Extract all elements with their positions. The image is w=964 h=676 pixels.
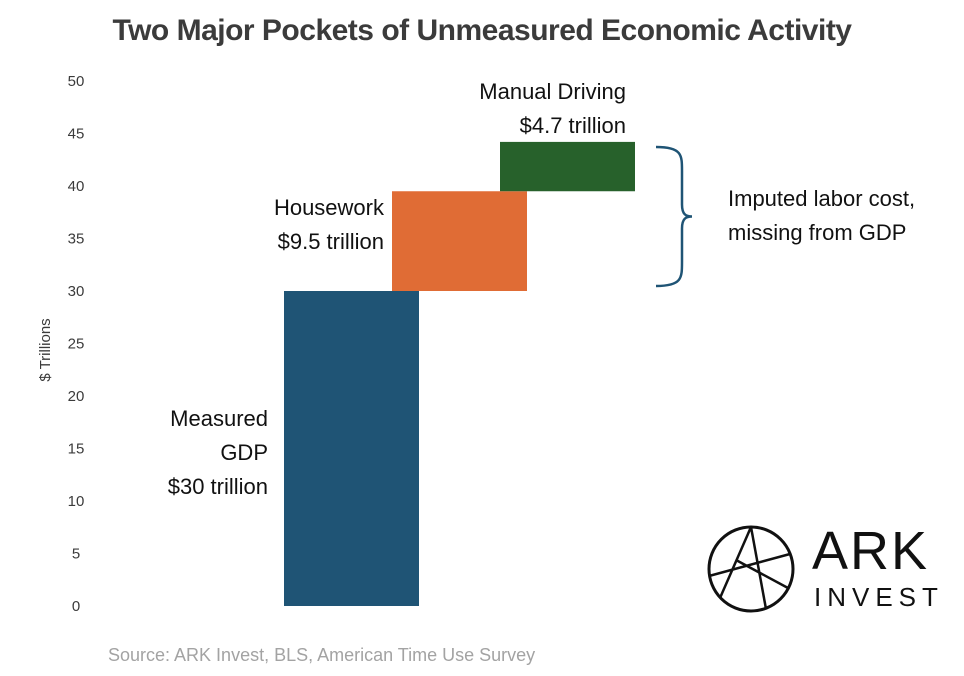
y-tick-label: 10 <box>68 493 85 510</box>
bar-label-1-line-1: Measured <box>170 406 268 431</box>
bracket-annotation-line-1: Imputed labor cost, <box>728 186 916 211</box>
bar-label-3-line-1: Manual Driving <box>479 79 626 104</box>
y-tick-label: 45 <box>68 126 85 143</box>
y-tick-label: 25 <box>68 336 85 353</box>
ark-invest-logo: ARK INVEST <box>706 524 946 614</box>
ark-logo-emblem-icon <box>707 525 795 613</box>
y-tick-label: 0 <box>72 598 80 615</box>
bar-label-1-line-2: GDP <box>220 440 268 465</box>
logo-text-invest: INVEST <box>814 582 944 612</box>
source-note: Source: ARK Invest, BLS, American Time U… <box>108 645 536 665</box>
chart-title: Two Major Pockets of Unmeasured Economic… <box>112 14 852 47</box>
bar-label-3-line-2: $4.7 trillion <box>520 113 626 138</box>
curly-bracket-icon <box>655 145 693 288</box>
logo-text-ark: ARK <box>812 521 930 581</box>
y-tick-label: 40 <box>68 178 85 195</box>
bar-measured-gdp <box>284 291 419 606</box>
y-tick-label: 30 <box>68 283 85 300</box>
y-tick-label: 35 <box>68 231 85 248</box>
bar-label-2-line-2: $9.5 trillion <box>278 229 384 254</box>
bar-manual-driving <box>500 141 635 192</box>
y-axis-label: $ Trillions <box>37 318 54 381</box>
bracket-annotation-line-2: missing from GDP <box>728 220 907 245</box>
y-tick-label: 5 <box>72 546 80 563</box>
bar-label-1-line-3: $30 trillion <box>168 474 268 499</box>
bar-housework <box>392 191 527 291</box>
y-tick-label: 15 <box>68 441 85 458</box>
y-tick-label: 50 <box>68 73 85 90</box>
y-tick-label: 20 <box>68 388 85 405</box>
bar-label-2-line-1: Housework <box>274 195 385 220</box>
